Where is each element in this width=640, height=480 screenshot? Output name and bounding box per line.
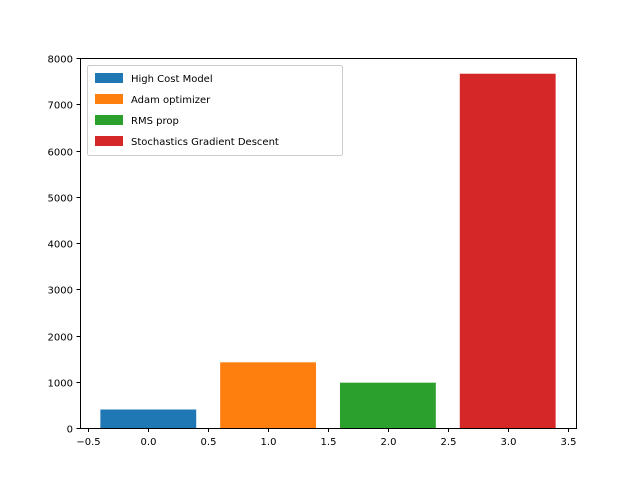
y-tick-label: 3000 — [48, 286, 73, 297]
x-tick-label: −0.5 — [76, 437, 100, 448]
bar-0 — [100, 409, 197, 428]
x-tick-label: 2.0 — [381, 437, 397, 448]
legend-label-3: Stochastics Gradient Descent — [131, 137, 279, 148]
x-tick-label: 1.5 — [321, 437, 337, 448]
y-tick-label: 4000 — [48, 240, 73, 251]
x-tick-label: 2.5 — [441, 437, 457, 448]
legend-box — [87, 65, 343, 156]
y-tick-label: 2000 — [48, 333, 73, 344]
bars-group — [100, 73, 556, 428]
x-axis: −0.5 0.0 0.5 1.0 1.5 2.0 2.5 3.0 3.5 — [76, 428, 577, 448]
legend: High Cost Model Adam optimizer RMS prop Sto… — [87, 65, 343, 156]
x-tick-label: 0.0 — [141, 437, 157, 448]
bar-2 — [339, 382, 436, 428]
y-tick-label: 6000 — [48, 148, 73, 159]
legend-swatch-0 — [95, 73, 123, 83]
y-axis: 0 1000 2000 3000 4000 5000 6000 7000 8000 — [48, 55, 81, 436]
x-tick-label: 1.0 — [261, 437, 277, 448]
y-tick-label: 7000 — [48, 101, 73, 112]
bar-1 — [220, 362, 317, 428]
y-tick-label: 8000 — [48, 55, 73, 66]
y-tick-label: 0 — [67, 425, 73, 436]
bar-3 — [459, 73, 556, 428]
x-tick-label: 3.0 — [501, 437, 517, 448]
legend-label-2: RMS prop — [131, 116, 179, 127]
legend-label-1: Adam optimizer — [131, 95, 211, 106]
x-tick-label: 0.5 — [201, 437, 217, 448]
y-tick-label: 1000 — [48, 379, 73, 390]
legend-swatch-2 — [95, 115, 123, 125]
plot-frame — [80, 58, 577, 429]
legend-swatch-1 — [95, 94, 123, 104]
x-tick-label: 3.5 — [561, 437, 577, 448]
legend-swatch-3 — [95, 136, 123, 146]
legend-label-0: High Cost Model — [131, 74, 213, 85]
y-tick-label: 5000 — [48, 194, 73, 205]
